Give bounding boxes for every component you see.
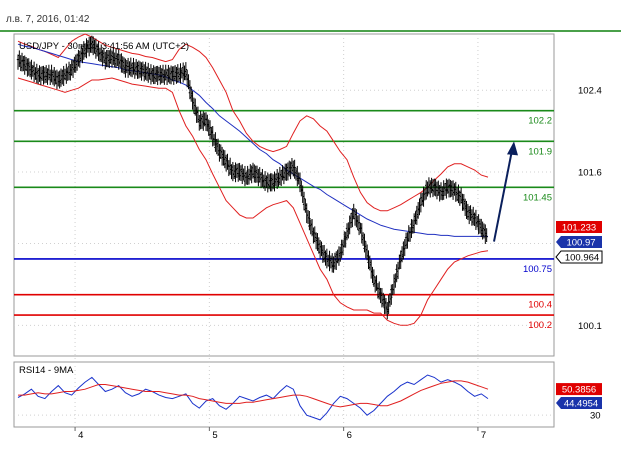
price-tag-last-bg xyxy=(555,250,603,264)
arrow-head xyxy=(507,141,518,156)
price-tick-label: 100.1 xyxy=(578,321,602,332)
x-tick-label: 6 xyxy=(347,430,352,441)
rsi-title: RSI14 - 9MA xyxy=(19,365,74,376)
x-axis: 4 5 6 7 xyxy=(74,427,486,441)
price-tag-upper-bg xyxy=(556,221,602,233)
price-tick-label: 101.6 xyxy=(578,168,602,179)
level-label: 100.2 xyxy=(528,320,552,331)
rsi-line xyxy=(17,374,489,421)
level-label: 100.4 xyxy=(528,300,552,311)
value-tags: 101.233 100.97 100.964 50.3856 44.4954 xyxy=(555,221,603,410)
rsi-tag-ma: 50.3856 xyxy=(562,385,596,396)
price-tag-ma-bg xyxy=(556,236,602,248)
rsi-tick-label: 30 xyxy=(590,411,601,422)
price-bars xyxy=(16,35,488,320)
toolbar-divider xyxy=(0,30,621,32)
price-tag-upper: 101.233 xyxy=(562,223,596,234)
grid-lines xyxy=(14,34,554,427)
horizontal-levels: 102.2 101.9 101.45 100.75 100.4 100.2 xyxy=(14,109,554,331)
projection-arrow xyxy=(493,141,518,242)
price-tag-last: 100.964 xyxy=(565,253,599,264)
rsi_ma-line xyxy=(18,380,489,408)
rsi-panel-frame xyxy=(13,361,555,428)
x-tick-label: 4 xyxy=(78,430,83,441)
price-panel-frame xyxy=(13,33,555,357)
bollinger-lower xyxy=(17,77,489,326)
chart-datestamp: л.в. 7, 2016, 01:42 xyxy=(6,14,90,25)
rsi-tag-value: 44.4954 xyxy=(564,399,598,410)
rsi-lines xyxy=(17,374,489,421)
chart-title: USD/JPY - 30min - 3:41:56 AM (UTC+2) xyxy=(19,41,189,52)
level-label: 102.2 xyxy=(528,116,552,127)
level-label: 101.9 xyxy=(528,146,552,157)
x-tick-label: 7 xyxy=(481,430,486,441)
price-tag-ma: 100.97 xyxy=(566,238,595,249)
level-label: 101.45 xyxy=(523,192,552,203)
x-tick-label: 5 xyxy=(212,430,217,441)
arrow-shaft xyxy=(493,150,513,242)
level-label: 100.75 xyxy=(523,264,552,275)
rsi-tag-value-bg xyxy=(556,397,602,410)
price-tick-label: 102.4 xyxy=(578,86,602,97)
rsi-tag-ma-bg xyxy=(556,383,602,396)
